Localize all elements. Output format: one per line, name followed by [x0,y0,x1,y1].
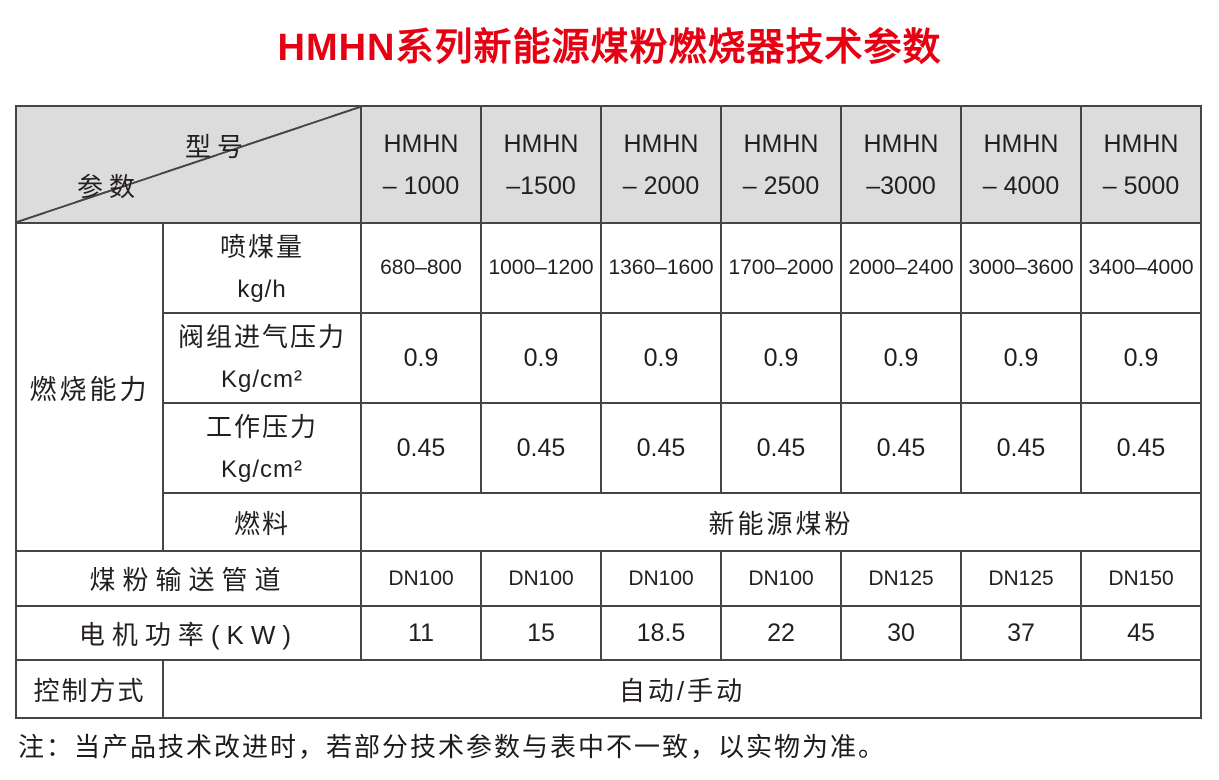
coal-injection-value: 3000–3600 [960,222,1082,314]
model-header-7: HMHN – 5000 [1080,105,1202,224]
model-name: HMHN [503,129,579,158]
working-pressure-value: 0.45 [360,402,482,494]
working-pressure-value: 0.45 [840,402,962,494]
valve-pressure-row: 阀组进气压力 Kg/cm² 0.9 0.9 0.9 0.9 0.9 0.9 0.… [16,312,1202,404]
valve-pressure-value: 0.9 [600,312,722,404]
pipe-value: DN100 [360,550,482,607]
pipe-value: DN100 [720,550,842,607]
model-number: – 2000 [622,171,700,200]
model-header-2: HMHN –1500 [480,105,602,224]
row-label-unit: Kg/cm² [220,365,303,393]
fuel-row: 燃料 新能源煤粉 [16,492,1202,552]
row-label-pipe: 煤粉输送管道 [15,550,362,607]
model-number: – 4000 [982,171,1060,200]
motor-power-value: 15 [480,605,602,661]
model-name: HMHN [743,129,819,158]
motor-power-row: 电机功率(KW) 11 15 18.5 22 30 37 45 [15,605,1202,661]
row-label-line1: 喷煤量 [219,232,304,262]
model-number: –1500 [506,171,576,200]
model-number: – 1000 [382,171,460,200]
motor-power-value: 45 [1080,605,1202,661]
motor-power-value: 37 [960,605,1082,661]
coal-injection-row: 燃烧能力 喷煤量 kg/h 680–800 1000–1200 1360–160… [15,222,1202,552]
valve-pressure-value: 0.9 [1080,312,1202,404]
row-label-coal-injection: 喷煤量 kg/h [162,222,362,314]
model-number: – 2500 [742,171,820,200]
working-pressure-value: 0.45 [600,402,722,494]
motor-power-value: 30 [840,605,962,661]
pipe-row: 煤粉输送管道 DN100 DN100 DN100 DN100 DN125 DN1… [15,550,1202,607]
motor-power-value: 22 [720,605,842,661]
row-label-working-pressure: 工作压力 Kg/cm² [162,402,362,494]
model-header-6: HMHN – 4000 [960,105,1082,224]
model-name: HMHN [983,129,1059,158]
row-label-control: 控制方式 [15,659,164,719]
model-name: HMHN [623,129,699,158]
working-pressure-value: 0.45 [480,402,602,494]
row-label-line1: 工作压力 [205,412,318,442]
pipe-value: DN125 [840,550,962,607]
pipe-value: DN125 [960,550,1082,607]
coal-injection-value: 3400–4000 [1080,222,1202,314]
model-header-3: HMHN – 2000 [600,105,722,224]
header-row: 型号 参数 HMHN – 1000 HMHN –1500 HMHN – 2000… [15,105,1202,224]
row-label-fuel: 燃料 [162,492,362,552]
model-number: – 5000 [1102,171,1180,200]
row-label-motor-power: 电机功率(KW) [15,605,362,661]
working-pressure-value: 0.45 [960,402,1082,494]
motor-power-value: 18.5 [600,605,722,661]
valve-pressure-value: 0.9 [480,312,602,404]
fuel-value: 新能源煤粉 [360,492,1202,552]
pipe-value: DN100 [600,550,722,607]
model-header-1: HMHN – 1000 [360,105,482,224]
model-header-5: HMHN –3000 [840,105,962,224]
coal-injection-value: 1000–1200 [480,222,602,314]
model-name: HMHN [383,129,459,158]
working-pressure-value: 0.45 [720,402,842,494]
model-name: HMHN [1103,129,1179,158]
valve-pressure-value: 0.9 [960,312,1082,404]
coal-injection-value: 680–800 [360,222,482,314]
valve-pressure-value: 0.9 [840,312,962,404]
corner-label-model: 型号 [184,132,250,162]
page-title: HMHN系列新能源煤粉燃烧器技术参数 [277,27,942,69]
valve-pressure-value: 0.9 [360,312,482,404]
coal-injection-value: 2000–2400 [840,222,962,314]
row-label-line1: 阀组进气压力 [177,322,346,352]
note: 注：当产品技术改进时，若部分技术参数与表中不一致，以实物为准。 [18,732,887,762]
coal-injection-value: 1360–1600 [600,222,722,314]
working-pressure-value: 0.45 [1080,402,1202,494]
spec-table: 型号 参数 HMHN – 1000 HMHN –1500 HMHN – 2000… [15,105,1202,719]
combustion-group-cell: 燃烧能力 [15,222,164,552]
diagonal-divider: 型号 参数 [18,108,359,221]
model-name: HMHN [863,129,939,158]
model-header-4: HMHN – 2500 [720,105,842,224]
model-number: –3000 [866,171,936,200]
row-label-valve-pressure: 阀组进气压力 Kg/cm² [162,312,362,404]
working-pressure-row: 工作压力 Kg/cm² 0.45 0.45 0.45 0.45 0.45 0.4… [16,402,1202,494]
row-label-unit: Kg/cm² [220,455,303,483]
valve-pressure-value: 0.9 [720,312,842,404]
control-row: 控制方式 自动/手动 [15,659,1202,719]
corner-cell: 型号 参数 [15,105,362,224]
corner-label-param: 参数 [76,172,142,202]
pipe-value: DN150 [1080,550,1202,607]
row-label-unit: kg/h [237,275,287,303]
coal-injection-value: 1700–2000 [720,222,842,314]
control-value: 自动/手动 [162,659,1202,719]
motor-power-value: 11 [360,605,482,661]
pipe-value: DN100 [480,550,602,607]
